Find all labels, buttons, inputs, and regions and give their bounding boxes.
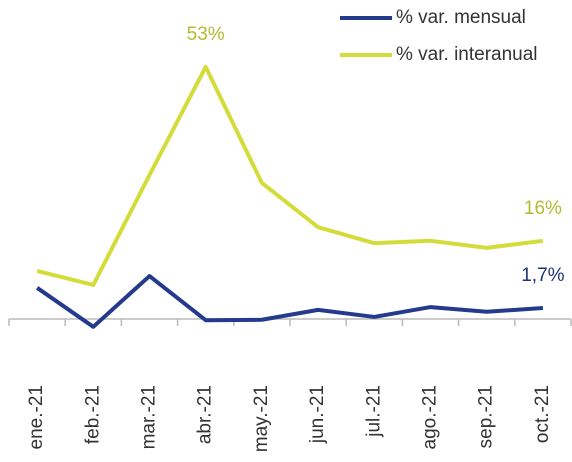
data-label: 1,7% [521, 265, 564, 286]
legend-label: % var. interanual [396, 44, 538, 65]
x-tick-label: abr.-21 [195, 385, 216, 444]
x-tick-label: may.-21 [251, 385, 272, 452]
x-tick-label: ago.-21 [420, 385, 441, 449]
x-tick-label: jun.-21 [307, 385, 328, 444]
x-tick-label: feb.-21 [82, 385, 103, 444]
series-line [35, 274, 544, 329]
x-tick-label: jul.-21 [363, 385, 384, 438]
series-line [36, 64, 544, 287]
x-tick-label: ene.-21 [26, 385, 47, 449]
data-label: 53% [187, 24, 225, 45]
legend-label: % var. mensual [396, 7, 526, 28]
x-tick-label: mar.-21 [139, 385, 160, 449]
x-tick-label: sep.-21 [476, 385, 497, 448]
x-tick-label: oct.-21 [532, 385, 553, 443]
data-label: 16% [524, 198, 562, 219]
